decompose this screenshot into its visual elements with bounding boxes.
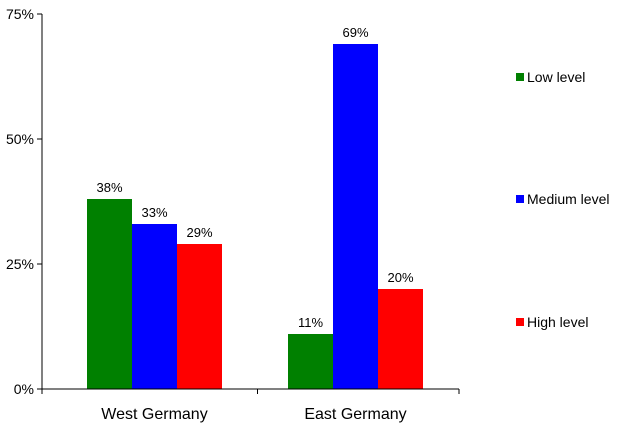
bar-high-level-east-germany bbox=[378, 289, 423, 389]
data-label: 20% bbox=[387, 270, 413, 285]
y-tick-label: 75% bbox=[6, 6, 34, 22]
legend: Low level Medium level High level bbox=[516, 69, 609, 330]
bar-low-level-east-germany bbox=[288, 334, 333, 389]
x-category-label: West Germany bbox=[101, 406, 207, 423]
bars-group bbox=[87, 44, 423, 389]
bar-high-level-west-germany bbox=[177, 244, 222, 389]
legend-swatch bbox=[516, 318, 524, 326]
x-labels-group: West Germany East Germany bbox=[101, 406, 406, 423]
legend-label: High level bbox=[527, 314, 588, 330]
data-label: 11% bbox=[298, 315, 323, 330]
legend-swatch bbox=[516, 73, 524, 81]
legend-swatch bbox=[516, 195, 524, 203]
data-label: 33% bbox=[141, 205, 167, 220]
bar-medium-level-west-germany bbox=[132, 224, 177, 389]
x-category-label: East Germany bbox=[304, 406, 406, 423]
bar-medium-level-east-germany bbox=[333, 44, 378, 389]
data-labels-group: 38% 33% 29% 11% 69% 20% bbox=[96, 25, 413, 330]
data-label: 38% bbox=[96, 180, 122, 195]
axes-group bbox=[41, 14, 459, 390]
data-label: 29% bbox=[186, 225, 212, 240]
y-tick-label: 50% bbox=[6, 131, 34, 147]
legend-label: Low level bbox=[527, 69, 585, 85]
y-ticks-group: 0% 25% 50% 75% bbox=[6, 6, 460, 397]
data-label: 69% bbox=[342, 25, 368, 40]
y-tick-label: 25% bbox=[6, 256, 34, 272]
legend-label: Medium level bbox=[527, 191, 609, 207]
bar-low-level-west-germany bbox=[87, 199, 132, 389]
y-tick-label: 0% bbox=[14, 381, 34, 397]
